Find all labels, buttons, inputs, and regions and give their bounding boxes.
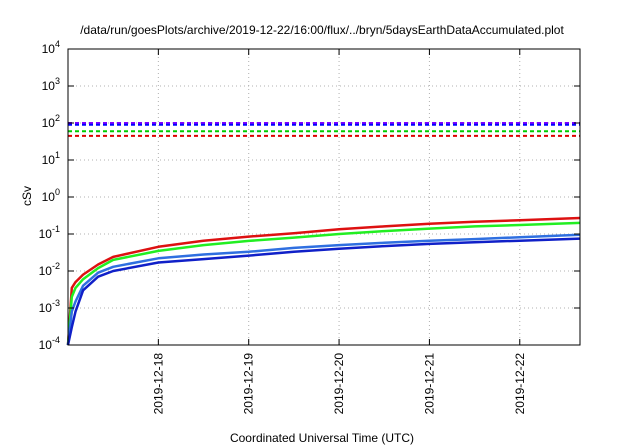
y-axis-label: cSv (20, 186, 34, 206)
x-tick-label: 2019-12-22 (513, 353, 527, 415)
x-tick-label: 2019-12-20 (332, 353, 346, 415)
x-tick-label: 2019-12-19 (242, 353, 256, 415)
data-series (66, 216, 581, 346)
series-line (66, 233, 581, 346)
chart-title: /data/run/goesPlots/archive/2019-12-22/1… (80, 23, 564, 37)
y-tick-label: 10-1 (39, 224, 60, 241)
y-tick-label: 10-2 (39, 261, 60, 278)
y-tick-label: 103 (42, 76, 60, 93)
series-line (66, 221, 581, 346)
x-tick-label: 2019-12-18 (151, 353, 165, 415)
x-axis-label: Coordinated Universal Time (UTC) (230, 431, 414, 445)
y-tick-label: 100 (42, 187, 60, 204)
series-line (66, 216, 581, 346)
threshold-lines (68, 122, 580, 137)
axis-ticks: 10-4 10-3 10-2 10-1 100 101 102 103 104 2019-12-1… (39, 39, 580, 414)
y-tick-label: 104 (42, 39, 60, 56)
y-tick-label: 102 (42, 113, 60, 130)
x-tick-label: 2019-12-21 (422, 353, 436, 415)
y-tick-label: 101 (42, 150, 60, 167)
y-tick-label: 10-3 (39, 298, 60, 315)
series-line (66, 237, 581, 346)
y-tick-label: 10-4 (39, 335, 60, 352)
